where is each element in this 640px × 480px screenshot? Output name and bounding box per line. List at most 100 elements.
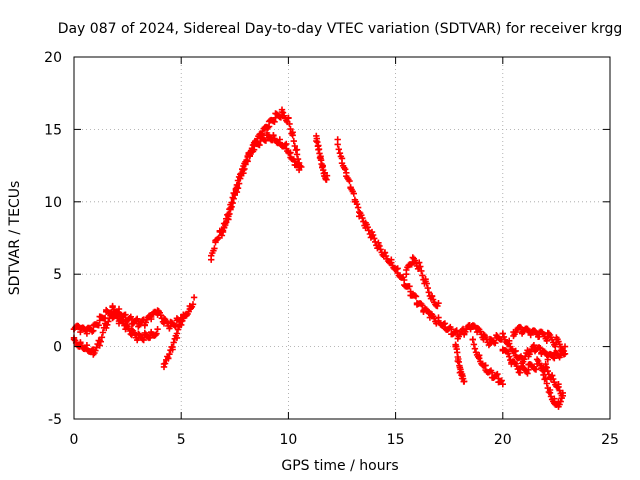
data-point xyxy=(544,334,551,342)
data-point xyxy=(454,357,461,365)
data-point xyxy=(453,327,460,334)
data-point xyxy=(148,328,155,336)
data-point xyxy=(238,172,245,179)
data-point xyxy=(508,360,515,368)
data-point xyxy=(135,320,142,327)
data-point xyxy=(422,278,429,285)
data-point xyxy=(354,204,362,211)
data-point xyxy=(83,342,91,349)
data-point xyxy=(548,372,556,379)
data-point xyxy=(527,331,534,339)
data-point xyxy=(98,334,106,341)
data-point xyxy=(420,308,427,315)
data-point xyxy=(456,369,464,376)
data-point xyxy=(153,330,160,337)
data-point xyxy=(263,132,271,139)
data-point xyxy=(139,336,146,343)
data-point xyxy=(372,238,379,246)
data-point xyxy=(285,114,292,121)
data-point xyxy=(239,166,246,173)
data-point xyxy=(169,346,176,353)
data-point xyxy=(97,338,104,345)
x-axis-label: GPS time / hours xyxy=(281,458,398,474)
data-point xyxy=(544,367,551,375)
data-point xyxy=(512,347,519,355)
data-point xyxy=(276,136,283,143)
data-point xyxy=(99,329,107,336)
data-point xyxy=(557,352,564,359)
data-point xyxy=(115,305,123,313)
data-point xyxy=(494,370,501,378)
data-point xyxy=(499,346,506,353)
data-point xyxy=(536,333,543,340)
data-point xyxy=(211,245,218,252)
data-point xyxy=(377,246,384,253)
data-point xyxy=(278,108,286,116)
data-point xyxy=(178,321,185,329)
data-point xyxy=(428,292,436,300)
data-point xyxy=(540,371,547,379)
data-point xyxy=(109,314,116,321)
data-point xyxy=(103,321,110,329)
data-point xyxy=(510,328,517,336)
data-point xyxy=(555,398,562,405)
data-point xyxy=(488,369,496,376)
data-point xyxy=(319,162,326,169)
data-point xyxy=(244,158,251,165)
data-point xyxy=(525,349,532,356)
data-point xyxy=(265,123,273,130)
data-point xyxy=(90,346,97,353)
chart-title: Day 087 of 2024, Sidereal Day-to-day VTE… xyxy=(58,21,623,37)
data-point xyxy=(347,184,354,191)
data-point xyxy=(469,336,476,343)
data-point xyxy=(506,337,513,344)
plot-frame xyxy=(73,56,611,420)
data-point xyxy=(470,341,478,348)
data-point xyxy=(441,320,449,327)
data-point xyxy=(167,323,174,330)
data-point xyxy=(291,142,298,150)
data-point xyxy=(190,294,198,301)
data-point xyxy=(416,263,423,271)
data-point xyxy=(222,220,229,227)
data-point xyxy=(115,320,123,327)
data-point xyxy=(401,276,408,284)
data-point xyxy=(425,289,432,296)
data-point xyxy=(435,314,442,321)
data-point xyxy=(537,345,544,352)
data-point xyxy=(230,195,237,202)
data-point xyxy=(550,375,557,383)
data-point xyxy=(173,334,181,342)
data-point xyxy=(552,343,559,350)
data-point xyxy=(166,351,173,358)
data-point xyxy=(174,326,182,333)
data-point xyxy=(518,328,526,336)
data-point xyxy=(513,362,520,370)
x-tick-label: 15 xyxy=(387,432,405,448)
data-point xyxy=(89,328,96,335)
data-point xyxy=(561,343,569,350)
data-point xyxy=(165,355,172,362)
data-point xyxy=(122,311,129,318)
data-point xyxy=(454,331,461,339)
data-point xyxy=(342,166,349,173)
data-point xyxy=(122,326,129,333)
data-point xyxy=(419,272,426,279)
data-point xyxy=(493,371,500,379)
x-tick-label: 20 xyxy=(494,432,512,448)
data-point xyxy=(141,331,148,339)
data-point xyxy=(334,136,341,143)
data-point xyxy=(343,169,350,176)
data-point xyxy=(154,326,161,333)
data-point xyxy=(77,328,84,336)
data-point xyxy=(270,132,277,139)
data-point xyxy=(186,302,193,310)
data-point xyxy=(96,337,103,344)
data-point xyxy=(538,365,545,372)
data-point xyxy=(225,213,232,220)
data-point xyxy=(287,149,294,156)
data-point xyxy=(234,177,242,184)
data-point xyxy=(293,146,301,153)
data-point xyxy=(214,235,221,243)
data-point xyxy=(335,146,342,153)
